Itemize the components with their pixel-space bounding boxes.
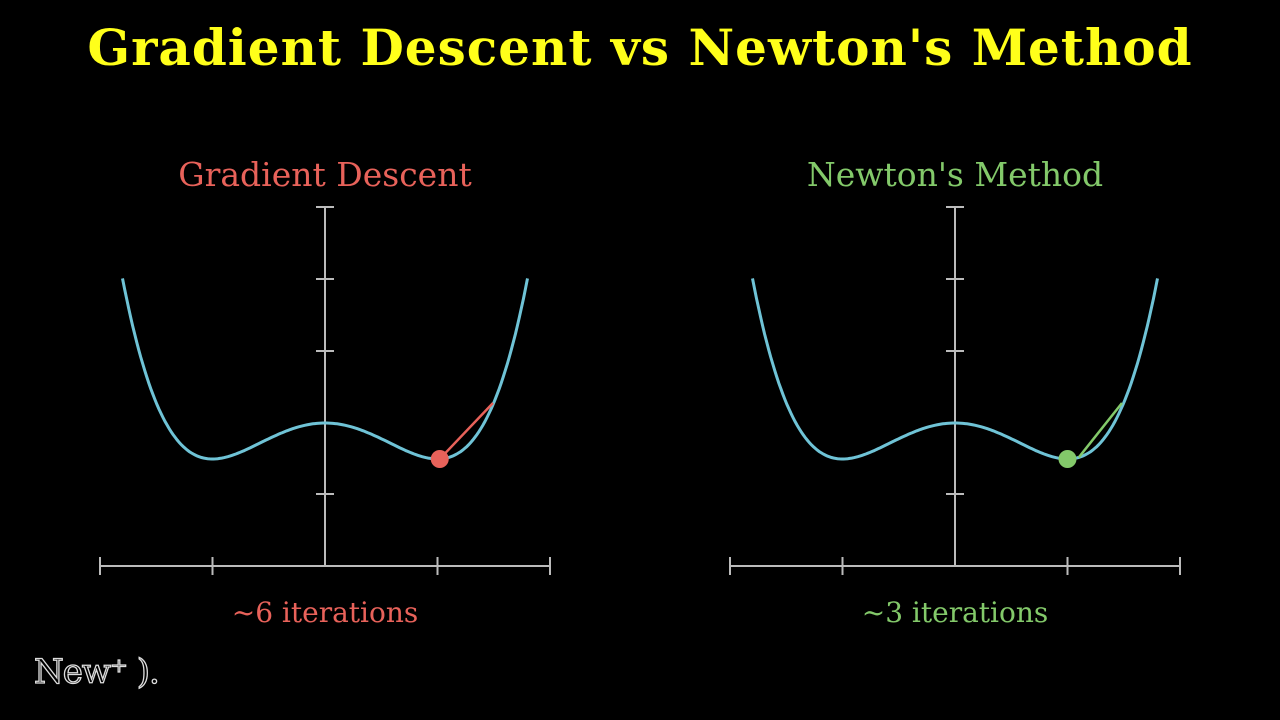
watermark-logo: New⁺ ).	[33, 651, 160, 692]
newton-iterations: ~3 iterations	[861, 596, 1049, 629]
gradient-descent-iterations: ~6 iterations	[231, 596, 419, 629]
main-title: Gradient Descent vs Newton's Method	[87, 18, 1193, 77]
step-line	[1077, 402, 1123, 459]
current-point-marker	[430, 450, 449, 468]
newton-plot	[729, 206, 1181, 575]
loss-curve	[751, 278, 1159, 461]
newton-title: Newton's Method	[806, 155, 1104, 194]
current-point-marker	[1058, 450, 1077, 468]
loss-curve	[121, 278, 529, 461]
gradient-descent-plot	[99, 206, 551, 575]
step-line	[438, 402, 494, 460]
gradient-descent-title: Gradient Descent	[178, 155, 472, 194]
